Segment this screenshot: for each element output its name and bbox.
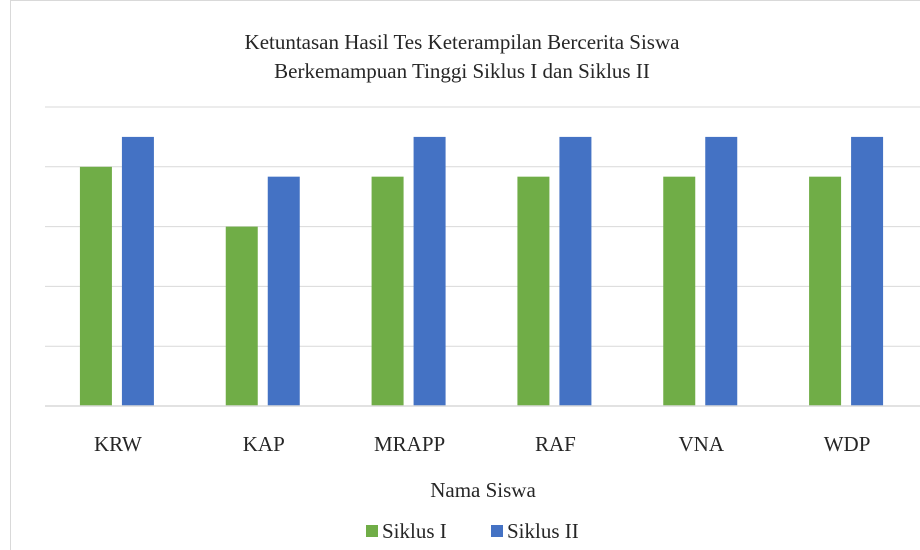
x-axis-title: Nama Siswa xyxy=(430,478,536,502)
chart-frame xyxy=(10,0,920,550)
bar xyxy=(121,136,154,406)
x-tick-label: KAP xyxy=(243,432,285,456)
bar xyxy=(851,136,884,406)
bar xyxy=(559,136,592,406)
legend-label: Siklus I xyxy=(382,519,447,543)
x-tick-label: VNA xyxy=(679,432,725,456)
x-tick-label: RAF xyxy=(535,432,576,456)
chart-title: Berkemampuan Tinggi Siklus I dan Siklus … xyxy=(274,59,650,83)
legend-label: Siklus II xyxy=(507,519,579,543)
legend-swatch xyxy=(491,525,503,537)
x-tick-label: KRW xyxy=(94,432,142,456)
bar xyxy=(705,136,738,406)
x-tick-label: MRAPP xyxy=(374,432,445,456)
bar xyxy=(517,176,550,406)
bar xyxy=(663,176,696,406)
bar xyxy=(371,176,404,406)
legend-swatch xyxy=(366,525,378,537)
x-tick-label: WDP xyxy=(824,432,871,456)
bar xyxy=(79,166,112,406)
bar xyxy=(267,176,300,406)
chart-title: Ketuntasan Hasil Tes Keterampilan Bercer… xyxy=(245,30,681,54)
bar xyxy=(413,136,446,406)
bar xyxy=(225,226,258,406)
bar xyxy=(809,176,842,406)
